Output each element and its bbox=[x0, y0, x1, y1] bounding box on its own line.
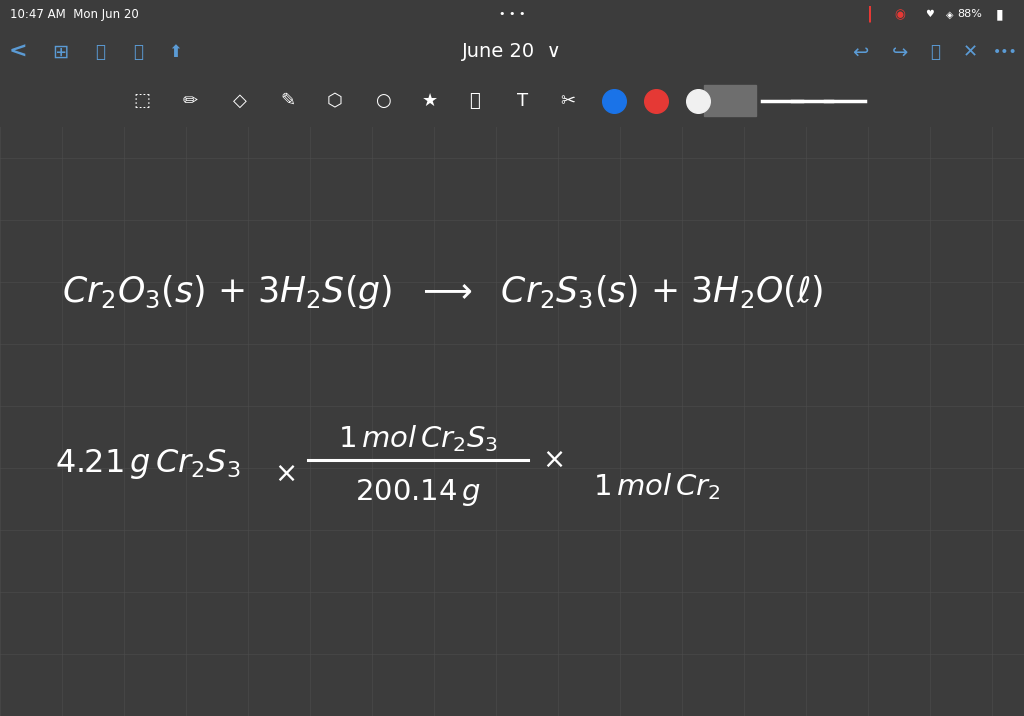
Text: ✕: ✕ bbox=[963, 43, 978, 61]
Text: <: < bbox=[8, 42, 28, 62]
Text: 🖼: 🖼 bbox=[469, 92, 479, 110]
Text: ✎: ✎ bbox=[281, 92, 296, 110]
Text: $\times$: $\times$ bbox=[274, 461, 296, 488]
Text: $1\,mol\,Cr_2S_3$: $1\,mol\,Cr_2S_3$ bbox=[338, 423, 498, 454]
Text: •••: ••• bbox=[992, 45, 1018, 59]
Bar bbox=[705, 85, 756, 117]
Text: 10:47 AM  Mon Jun 20: 10:47 AM Mon Jun 20 bbox=[10, 8, 138, 21]
Text: ↩: ↩ bbox=[852, 42, 868, 62]
Text: ✂: ✂ bbox=[560, 92, 575, 110]
Text: ○: ○ bbox=[375, 92, 391, 110]
Text: ✏: ✏ bbox=[182, 92, 198, 110]
Text: ♥: ♥ bbox=[926, 9, 934, 19]
Text: $200.14\,g$: $200.14\,g$ bbox=[355, 477, 481, 508]
Text: $1\,mol\,Cr_2$: $1\,mol\,Cr_2$ bbox=[593, 471, 721, 502]
Text: 88%: 88% bbox=[957, 9, 982, 19]
Text: ★: ★ bbox=[422, 92, 438, 110]
Text: ◉: ◉ bbox=[895, 8, 905, 21]
Text: ⬆: ⬆ bbox=[168, 43, 182, 61]
Text: 🔖: 🔖 bbox=[133, 43, 143, 61]
Text: $\times$: $\times$ bbox=[543, 447, 564, 474]
Text: • • •: • • • bbox=[499, 9, 525, 19]
Text: ⬚: ⬚ bbox=[133, 92, 151, 110]
Text: $Cr_2O_3(s)$ + $3H_2S(g)$  $\longrightarrow$  $Cr_2S_3(s)$ + $3H_2O(\ell)$: $Cr_2O_3(s)$ + $3H_2S(g)$ $\longrightarr… bbox=[62, 273, 823, 311]
Text: $4.21\,g\,Cr_2S_3$: $4.21\,g\,Cr_2S_3$ bbox=[55, 448, 241, 481]
Text: ⬜: ⬜ bbox=[930, 43, 940, 61]
Text: T: T bbox=[517, 92, 528, 110]
Text: ▮: ▮ bbox=[996, 7, 1004, 21]
Text: 🔍: 🔍 bbox=[95, 43, 105, 61]
Text: ⬡: ⬡ bbox=[327, 92, 343, 110]
Text: ⊞: ⊞ bbox=[52, 42, 69, 62]
Text: June 20  ∨: June 20 ∨ bbox=[462, 42, 562, 62]
Text: ◇: ◇ bbox=[233, 92, 247, 110]
Text: ↪: ↪ bbox=[892, 42, 908, 62]
Text: ◈: ◈ bbox=[946, 9, 953, 19]
